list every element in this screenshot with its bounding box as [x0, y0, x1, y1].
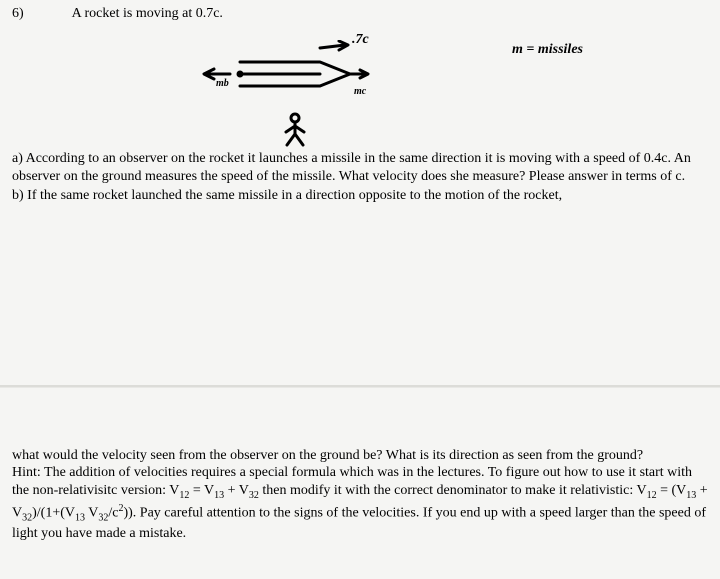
eq2-mid4: V	[85, 506, 98, 521]
sub-12-a: 12	[179, 490, 189, 501]
label-m-missiles: m = missiles	[512, 42, 583, 58]
eq1-plus: + V	[224, 483, 249, 498]
continuation-question: what would the velocity seen from the ob…	[12, 447, 708, 465]
sub-13-b: 13	[686, 490, 696, 501]
sub-13-c: 13	[75, 512, 85, 523]
part-b-text: b) If the same rocket launched the same …	[12, 187, 708, 205]
hint-label: Hint:	[12, 465, 41, 480]
sub-32-c: 32	[98, 512, 108, 523]
eq1-mid: = V	[189, 483, 214, 498]
label-7c: .7c	[352, 32, 369, 48]
hint-paragraph: Hint: The addition of velocities require…	[12, 464, 708, 543]
problem-title: A rocket is moving at 0.7c.	[72, 6, 223, 22]
sub-32-a: 32	[249, 490, 259, 501]
part-a-text: a) According to an observer on the rocke…	[12, 150, 708, 185]
label-mb: mb	[216, 78, 229, 89]
hint-text-2: then modify it with the correct denomina…	[259, 483, 647, 498]
rocket-sketch-icon	[200, 40, 380, 110]
problem-number: 6)	[12, 6, 24, 22]
eq2-mid5: /c	[108, 506, 118, 521]
diagram-area: .7c m = missiles mb mc	[12, 30, 708, 150]
label-mc: mc	[354, 86, 366, 97]
eq2-mid1: = (V	[657, 483, 687, 498]
sub-13-a: 13	[214, 490, 224, 501]
sub-12-b: 12	[647, 490, 657, 501]
problem-header: 6) A rocket is moving at 0.7c.	[12, 6, 708, 22]
top-page: 6) A rocket is moving at 0.7c.	[0, 0, 720, 205]
page-gap	[0, 205, 720, 385]
sub-32-b: 32	[22, 512, 32, 523]
person-sketch-icon	[282, 112, 308, 148]
bottom-page: what would the velocity seen from the ob…	[0, 387, 720, 544]
eq2-mid3: )/(1+(V	[32, 506, 75, 521]
